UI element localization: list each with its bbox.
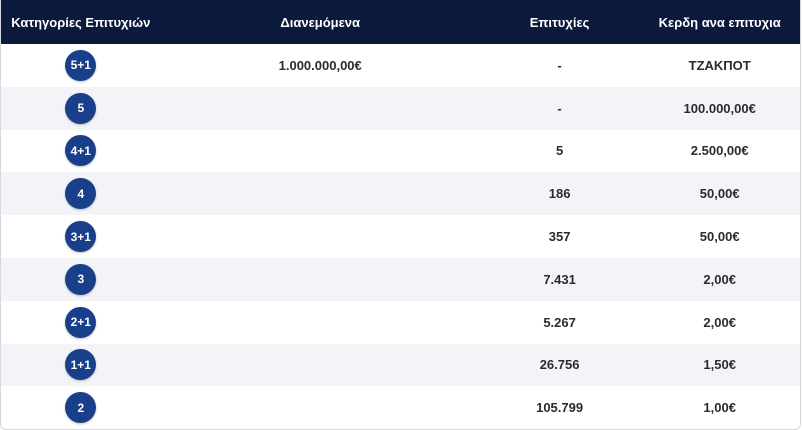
winners-value: 7.431 xyxy=(543,271,576,287)
prize-value: 2,00€ xyxy=(703,314,736,330)
prize-value: 2,00€ xyxy=(703,271,736,287)
prize-value: ΤΖΑΚΠΟΤ xyxy=(688,57,751,73)
table-header: Κατηγορίες Επιτυχιών Διανεμόμενα Επιτυχί… xyxy=(1,0,800,44)
table-row: 3+1 357 50,00€ xyxy=(1,215,800,258)
category-badge: 5+1 xyxy=(65,49,97,81)
winners-value: 105.799 xyxy=(536,400,584,416)
table-row: 5 - 100.000,00€ xyxy=(1,86,800,130)
winners-value: - xyxy=(557,100,562,116)
category-badge: 2+1 xyxy=(65,306,97,338)
category-badge: 2 xyxy=(65,392,97,424)
category-badge: 1+1 xyxy=(65,349,97,381)
category-badge: 5 xyxy=(65,92,97,124)
table-row: 2 105.799 1,00€ xyxy=(1,386,800,429)
prize-value: 1,00€ xyxy=(703,400,736,416)
distributed-value: 1.000.000,00€ xyxy=(278,57,362,73)
category-badge: 4+1 xyxy=(65,135,97,167)
prize-value: 50,00€ xyxy=(699,229,740,245)
category-badge: 3 xyxy=(65,263,97,295)
header-distributed: Διανεμόμενα xyxy=(280,14,360,30)
table-row: 4+1 5 2.500,00€ xyxy=(1,130,800,173)
table-row: 1+1 26.756 1,50€ xyxy=(1,343,800,387)
prize-value: 50,00€ xyxy=(699,186,740,202)
table-row: 3 7.431 2,00€ xyxy=(1,257,800,301)
category-badge: 3+1 xyxy=(65,221,97,253)
winners-value: 5 xyxy=(555,143,564,159)
prize-value: 2.500,00€ xyxy=(690,143,749,159)
winners-value: 5.267 xyxy=(543,314,576,330)
winners-value: 357 xyxy=(548,229,571,245)
table-row: 2+1 5.267 2,00€ xyxy=(1,301,800,344)
category-badge: 4 xyxy=(65,178,97,210)
prize-value: 1,50€ xyxy=(703,357,736,373)
winners-value: 186 xyxy=(548,186,571,202)
winners-value: 26.756 xyxy=(539,357,580,373)
header-winners: Επιτυχίες xyxy=(529,14,590,30)
header-categories: Κατηγορίες Επιτυχιών xyxy=(11,14,151,30)
table-row: 4 186 50,00€ xyxy=(1,172,800,216)
winners-value: - xyxy=(557,57,562,73)
header-prize-per-winner: Κερδη ανα επιτυχια xyxy=(658,14,781,30)
prize-value: 100.000,00€ xyxy=(683,100,756,116)
table-row: 5+1 1.000.000,00€ - ΤΖΑΚΠΟΤ xyxy=(1,44,800,87)
